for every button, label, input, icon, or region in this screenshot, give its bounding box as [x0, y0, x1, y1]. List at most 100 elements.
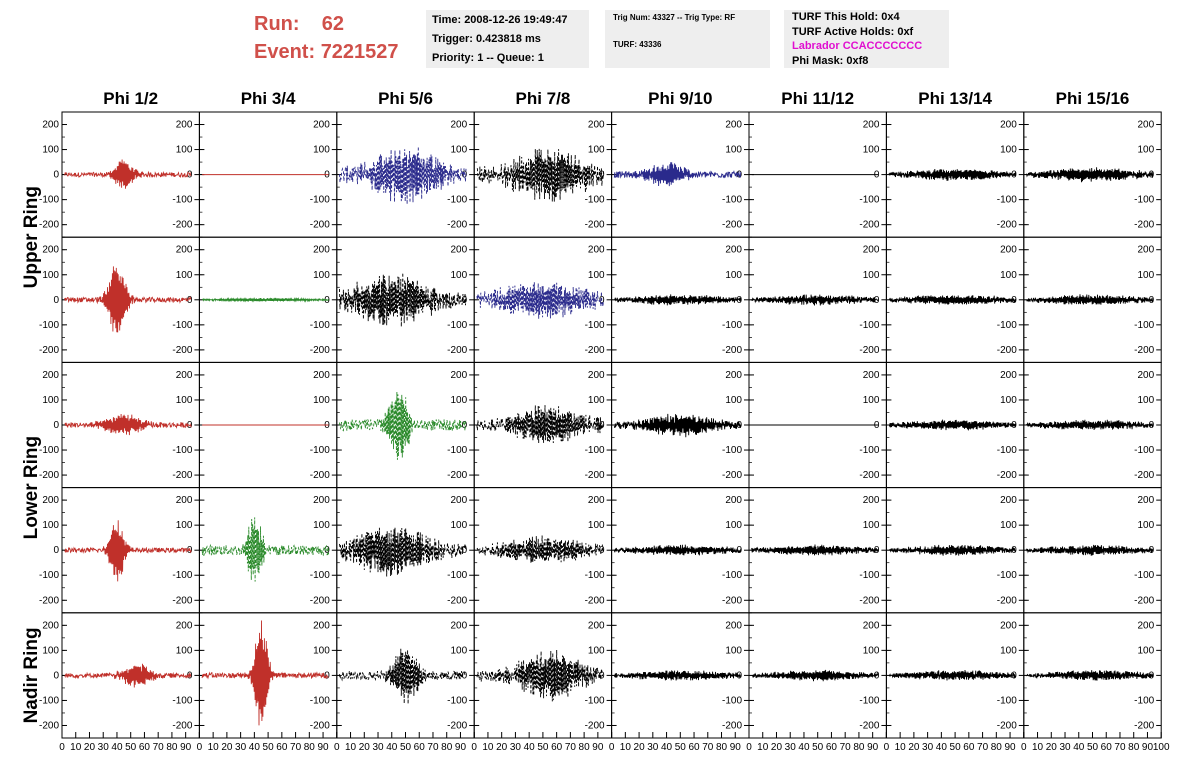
- y-tick-label-right: 100: [1000, 145, 1017, 156]
- x-tick-label: 0: [746, 742, 752, 753]
- x-tick-label: 0: [1021, 742, 1027, 753]
- y-tick-label: 0: [53, 670, 59, 681]
- y-tick-label-right: -200: [1134, 595, 1154, 606]
- waveform-trace: [1026, 294, 1154, 305]
- waveform-trace: [201, 620, 329, 726]
- event-label: Event:: [254, 41, 316, 63]
- x-tick-label: 40: [1073, 742, 1085, 753]
- x-tick-label: 10: [757, 742, 769, 753]
- y-tick-label-right: -100: [585, 320, 605, 331]
- x-tick-label: 50: [675, 742, 687, 753]
- waveform-trace: [888, 295, 1017, 305]
- y-tick-label: -100: [39, 570, 59, 581]
- waveform-trace: [201, 517, 330, 582]
- y-tick-label-right: -200: [310, 470, 330, 481]
- y-tick-label-right: 200: [176, 370, 193, 381]
- waveform-trace: [201, 296, 330, 303]
- y-tick-label-right: 200: [1000, 495, 1017, 506]
- y-tick-label-right: 100: [725, 145, 742, 156]
- y-tick-label-right: 200: [863, 245, 880, 256]
- x-tick-label: 60: [414, 742, 426, 753]
- y-tick-label-right: -200: [997, 220, 1017, 231]
- waveform-trace: [339, 648, 467, 705]
- x-tick-label: 40: [936, 742, 948, 753]
- waveform-trace: [339, 272, 467, 327]
- column-header: Phi 15/16: [1056, 89, 1130, 108]
- y-tick-label: -200: [39, 470, 59, 481]
- y-tick-label: 0: [53, 295, 59, 306]
- x-tick-label: 50: [812, 742, 824, 753]
- x-tick-label: 90: [1142, 742, 1154, 753]
- x-tick-label: 0: [59, 742, 65, 753]
- y-tick-label-right: -100: [1134, 695, 1154, 706]
- y-tick-label-right: 200: [725, 495, 742, 506]
- y-tick-label-right: 200: [863, 620, 880, 631]
- y-tick-label-right: 100: [725, 520, 742, 531]
- y-tick-label-right: 100: [176, 520, 193, 531]
- y-tick-label-right: 200: [588, 245, 605, 256]
- y-tick-label-right: -100: [585, 570, 605, 581]
- y-tick-label-right: -100: [722, 445, 742, 456]
- y-tick-label-right: -100: [722, 320, 742, 331]
- y-tick-label-right: 200: [588, 495, 605, 506]
- y-tick-label-right: -100: [859, 195, 879, 206]
- x-tick-label: 50: [400, 742, 412, 753]
- y-tick-label-right: -200: [172, 345, 192, 356]
- y-tick-label-right: 200: [1000, 245, 1017, 256]
- y-tick-label-right: 100: [313, 145, 330, 156]
- run-value: 62: [321, 13, 345, 35]
- x-tick-label: 10: [620, 742, 632, 753]
- column-header: Phi 5/6: [378, 89, 433, 108]
- waveform-trace: [64, 520, 192, 582]
- column-header: Phi 7/8: [515, 89, 570, 108]
- y-tick-label-right: -200: [997, 595, 1017, 606]
- waveform-trace: [888, 544, 1017, 556]
- x-tick-label: 80: [716, 742, 728, 753]
- y-tick-label-right: -200: [310, 595, 330, 606]
- waveform-trace: [751, 294, 879, 306]
- x-tick-label: 50: [1087, 742, 1099, 753]
- y-tick-label-right: 200: [1138, 120, 1155, 131]
- y-tick-label-right: -200: [447, 220, 467, 231]
- y-tick-label-right: 200: [588, 620, 605, 631]
- y-tick-label-right: 200: [588, 370, 605, 381]
- y-tick-label-right: 0: [187, 295, 193, 306]
- row-label: Lower Ring: [21, 436, 42, 539]
- y-tick-label-right: -200: [722, 220, 742, 231]
- y-tick-label-right: -200: [447, 345, 467, 356]
- x-tick-label: 80: [991, 742, 1003, 753]
- waveform-trace: [64, 159, 192, 189]
- y-tick-label: -100: [39, 445, 59, 456]
- y-tick-label-right: -100: [585, 195, 605, 206]
- x-tick-label: 60: [688, 742, 700, 753]
- y-tick-label-right: 200: [725, 620, 742, 631]
- y-tick-label-right: -100: [997, 445, 1017, 456]
- y-tick-label: -100: [39, 195, 59, 206]
- y-tick-label: 100: [42, 270, 59, 281]
- x-tick-label: 20: [496, 742, 508, 753]
- y-tick-label-right: 100: [1000, 520, 1017, 531]
- x-tick-label: 60: [139, 742, 151, 753]
- waveform-trace: [64, 266, 192, 333]
- y-tick-label-right: 200: [313, 120, 330, 131]
- x-tick-label: 30: [98, 742, 110, 753]
- waveform-trace: [476, 148, 604, 202]
- y-tick-label-right: 100: [176, 145, 193, 156]
- y-tick-label-right: -200: [722, 345, 742, 356]
- x-tick-label: 60: [276, 742, 288, 753]
- y-tick-label-right: 200: [863, 370, 880, 381]
- y-tick-label-right: -100: [1134, 320, 1154, 331]
- x-tick-label: 90: [867, 742, 879, 753]
- y-tick-label: 100: [42, 520, 59, 531]
- waveform-trace: [613, 413, 742, 438]
- x-tick-label: 40: [798, 742, 810, 753]
- waveform-trace: [1026, 544, 1154, 556]
- y-tick-label-right: 200: [451, 370, 468, 381]
- x-tick-label: 30: [1059, 742, 1071, 753]
- y-tick-label-right: 100: [1138, 395, 1155, 406]
- y-tick-label-right: 200: [1138, 620, 1155, 631]
- y-tick-label-right: -200: [1134, 220, 1154, 231]
- x-tick-label: 40: [386, 742, 398, 753]
- y-tick-label-right: 100: [176, 645, 193, 656]
- y-tick-label-right: -200: [722, 720, 742, 731]
